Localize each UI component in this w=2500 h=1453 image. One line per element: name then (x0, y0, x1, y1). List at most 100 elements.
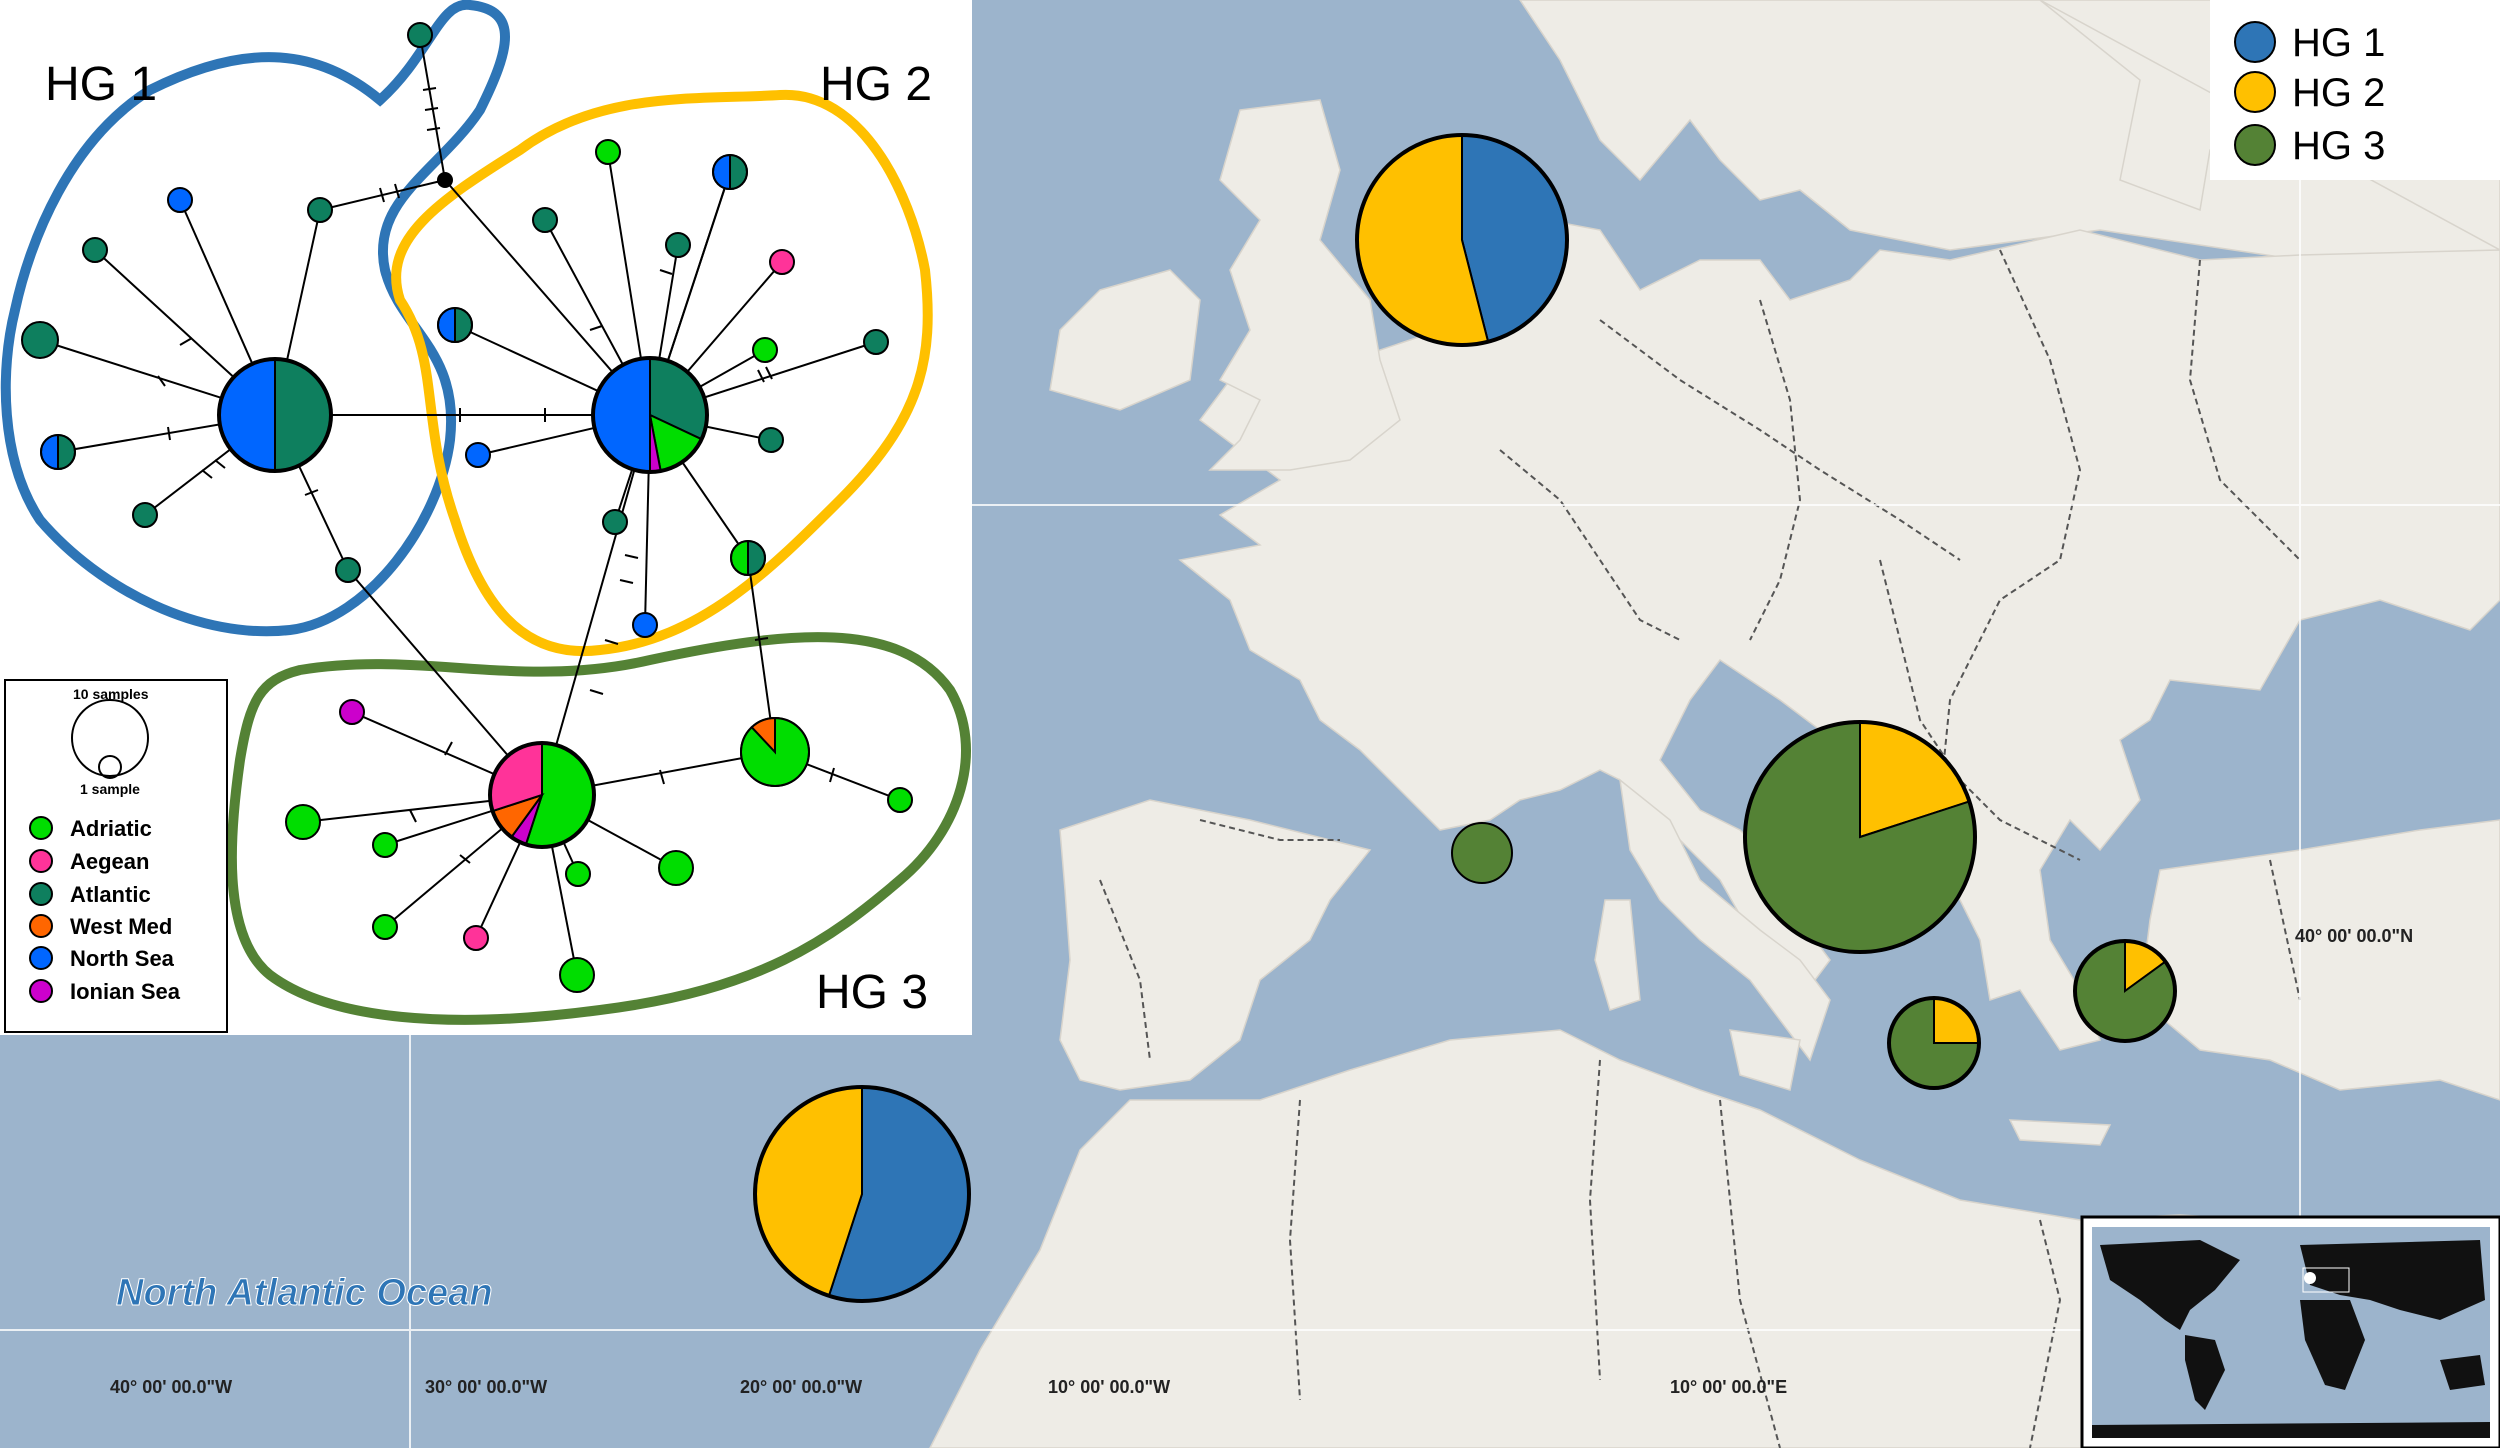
inset-world-map (2080, 1215, 2500, 1450)
border-line (1599, 319, 1961, 561)
haplotype-node (595, 139, 621, 165)
hg3-outline (226, 632, 971, 1025)
mutation-tick (765, 366, 773, 380)
site-pie-atlantic-portugal (753, 1085, 971, 1303)
haplotype-node-outline (339, 699, 365, 725)
haplotype-node-outline (863, 329, 889, 355)
west-med-label: West Med (70, 914, 172, 939)
mutation-ticks (157, 87, 835, 864)
adriatic-label: Adriatic (70, 816, 152, 841)
haplotype-node-slice (464, 926, 488, 950)
mutation-tick (379, 187, 385, 203)
aegean-swatch (29, 849, 53, 873)
hg-legend: HG 1 HG 2 HG 3 (2210, 0, 2500, 180)
landmass-great-britain (1208, 99, 1401, 471)
haplotype-node-outline (712, 154, 748, 190)
haplotype-node-outline (595, 139, 621, 165)
haplotype-node-outline (887, 787, 913, 813)
inset-extent-box (2302, 1267, 2350, 1293)
atlantic-label: Atlantic (70, 882, 151, 907)
inset-australia (2440, 1355, 2485, 1390)
haplotype-node-slice (336, 558, 360, 582)
size-legend-large-circle (71, 699, 149, 777)
mutation-tick (619, 579, 634, 584)
inset-africa (2300, 1300, 2365, 1390)
size-legend-large-label: 10 samples (73, 686, 149, 702)
haplotype-node (769, 249, 795, 275)
haplotype-node-slice (888, 788, 912, 812)
haplotype-node-slice (533, 208, 557, 232)
ionian-sea-swatch (29, 979, 53, 1003)
border-line (2188, 259, 2301, 561)
border-line (1499, 449, 1681, 641)
haplotype-node-outline (437, 307, 473, 343)
mutation-tick (167, 426, 171, 441)
inset-continents (2092, 1240, 2490, 1438)
haplotype-node-outline (463, 925, 489, 951)
west-med-swatch (29, 914, 53, 938)
haplotype-node-outline (307, 197, 333, 223)
haplotype-node (740, 716, 810, 787)
mutation-tick (459, 854, 471, 864)
haplotype-node-outline (132, 502, 158, 528)
haplotype-node (307, 197, 333, 223)
haplotype-node-outline (559, 957, 595, 993)
mutation-tick (754, 637, 769, 641)
lon-20w-label: 20° 00' 00.0"W (740, 1377, 862, 1397)
haplotype-node (887, 787, 913, 813)
landmass-ireland (1049, 269, 1201, 411)
haplotype-node (712, 153, 748, 191)
haplotype-node-outline (769, 249, 795, 275)
haplotype-node (602, 509, 628, 535)
border-line (2269, 859, 2301, 1001)
aegean-label: Aegean (70, 849, 149, 874)
haplotype-node-outline (40, 434, 76, 470)
site-gulf-of-lion-outline (1451, 822, 1513, 884)
haplotype-node-outline (488, 741, 596, 849)
haplotype-node (167, 187, 193, 213)
haplotype-node-outline (217, 357, 333, 473)
haplotype-node-slice (666, 233, 690, 257)
lon-30w-label: 30° 00' 00.0"W (425, 1377, 547, 1397)
site-atlantic-portugal-outline (753, 1085, 971, 1303)
hg2-outline (391, 89, 933, 657)
haplotype-network-panel: HG 1 HG 2 HG 3 10 samples 1 sample Adria… (0, 0, 972, 1035)
haplotype-node-slice (466, 443, 490, 467)
haplotype-node (372, 832, 398, 858)
inset-south-america (2185, 1335, 2225, 1410)
haplotype-node-slice (633, 613, 657, 637)
inset-north-america (2100, 1240, 2240, 1330)
haplotype-node-outline (632, 612, 658, 638)
border-line (1099, 879, 1151, 1061)
haplotype-node-slice (659, 851, 693, 885)
haplotype-node (339, 699, 365, 725)
mutation-tick (659, 769, 665, 785)
haplotype-node (488, 741, 596, 849)
network-legend: 10 samples 1 sample Adriatic Aegean Atla… (4, 679, 228, 1033)
haplotype-node-outline (730, 540, 766, 576)
site-pie-north-sea (1355, 133, 1569, 347)
mutation-tick (444, 741, 453, 756)
haplotype-node-slice (753, 338, 777, 362)
haplotype-node-slice (759, 428, 783, 452)
mutation-tick (426, 127, 441, 131)
border-line (1749, 299, 1802, 641)
hg1-network-label: HG 1 (45, 58, 157, 111)
mutation-tick (624, 554, 639, 559)
haplotype-node (532, 207, 558, 233)
site-pie-ionian-sicily (1887, 996, 1981, 1090)
haplotype-node-slice (340, 700, 364, 724)
haplotype-node (407, 22, 433, 48)
network-edge (541, 414, 651, 796)
mutation-tick (179, 337, 193, 346)
haplotype-node (665, 232, 691, 258)
haplotype-node-slice (864, 330, 888, 354)
size-legend-small-label: 1 sample (80, 781, 140, 797)
haplotype-node-slice (373, 833, 397, 857)
mutation-tick (589, 325, 603, 331)
haplotype-node-outline (372, 914, 398, 940)
haplotype-node-outline (740, 717, 810, 787)
north-sea-label: North Sea (70, 946, 175, 971)
